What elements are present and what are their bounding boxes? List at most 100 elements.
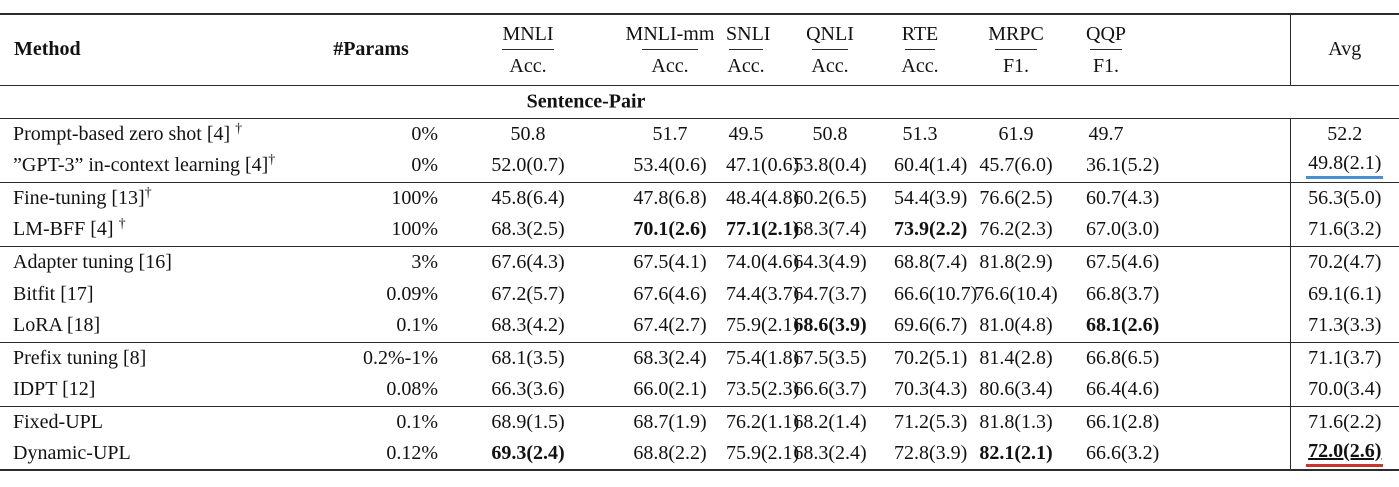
metric-divider [995, 48, 1037, 50]
params-cell: 0.2%-1% [300, 341, 442, 374]
value-cell: 60.7(4.3) [1086, 181, 1159, 214]
table-row: Fine-tuning [13]† 100% 45.8(6.4) 47.8(6.8) 4… [0, 181, 1399, 214]
value-cell: 73.5(2.3) [726, 378, 800, 401]
value-cell: 67.5(4.6) [1086, 245, 1159, 278]
metric-name: RTE [901, 22, 939, 45]
value-cell: 67.2(5.7) [491, 282, 565, 305]
highlighted-avg-value: 72.0(2.6) [1306, 441, 1384, 467]
row-spacer [1126, 405, 1290, 438]
value-cell: 67.5(3.5) [766, 341, 894, 374]
value-cell: 81.8(2.9) [946, 245, 1086, 278]
column-header-qnli: QNLI Acc. [766, 14, 894, 86]
section-header: Sentence-Pair [526, 90, 646, 112]
method-label: Adapter tuning [16] [13, 250, 172, 273]
value-cell: 60.2(6.5) [766, 181, 894, 214]
value-cell: 66.4(4.6) [1086, 378, 1160, 401]
params-cell: 0% [411, 154, 438, 177]
value-cell: 68.3(2.4) [793, 442, 867, 464]
value-cell: 49.5 [728, 122, 764, 145]
value-cell: 68.1(2.6) [1086, 314, 1160, 337]
params-cell: 0.1% [300, 405, 442, 438]
table-row: LoRA [18] 0.1% 68.3(4.2) 67.4(2.7) 75.9(2.1)… [0, 310, 1399, 342]
metric-divider [1090, 48, 1122, 50]
metric-type: Acc. [901, 54, 939, 77]
value-cell: 68.7(1.9) [614, 405, 726, 438]
value-cell: 76.2(2.3) [979, 218, 1053, 241]
metric-divider [905, 48, 935, 50]
column-header-mrpc: MRPC F1. [946, 14, 1086, 86]
value-cell: 66.8(3.7) [1086, 282, 1160, 305]
metric-type: F1. [1002, 54, 1030, 77]
params-cell: 3% [300, 245, 442, 278]
avg-value: 52.2 [1327, 122, 1363, 145]
value-cell: 48.4(4.8) [726, 181, 799, 214]
value-cell: 66.1(2.8) [1086, 405, 1159, 438]
value-cell: 70.2(5.1) [894, 341, 967, 374]
avg-value: 69.1(6.1) [1308, 282, 1382, 305]
method-cell: Bitfit [17] [0, 278, 300, 310]
value-cell: 68.3(2.5) [491, 218, 565, 241]
value-cell: 45.8(6.4) [442, 181, 614, 214]
column-header-method: Method [0, 14, 300, 86]
row-spacer [1126, 181, 1290, 214]
value-cell: 47.1(0.6) [726, 154, 800, 177]
method-label: LoRA [18] [13, 314, 101, 337]
value-cell: 77.1(2.1) [726, 218, 800, 241]
method-cell: LM-BFF [4] † [0, 214, 300, 246]
value-cell: 68.8(2.2) [633, 442, 707, 464]
value-cell: 76.6(10.4) [974, 282, 1058, 305]
params-cell: 0.09% [386, 282, 438, 305]
section-row: Sentence-Pair [0, 85, 1399, 119]
value-cell: 76.2(1.1) [726, 405, 799, 438]
value-cell: 66.3(3.6) [491, 378, 565, 401]
value-cell: 73.9(2.2) [894, 218, 968, 241]
method-label: Dynamic-UPL [13, 442, 131, 464]
value-cell: 68.9(1.5) [442, 405, 614, 438]
method-label: IDPT [12] [13, 378, 96, 401]
row-spacer [1126, 245, 1290, 278]
table-row: Dynamic-UPL 0.12% 69.3(2.4) 68.8(2.2) 75.9(2… [0, 438, 1399, 470]
table-row: IDPT [12] 0.08% 66.3(3.6) 66.0(2.1) 73.5(2.3… [0, 374, 1399, 406]
value-cell: 70.3(4.3) [894, 378, 968, 401]
value-cell: 50.8 [812, 122, 848, 145]
value-cell: 66.8(6.5) [1086, 341, 1159, 374]
value-cell: 81.8(1.3) [946, 405, 1086, 438]
method-label: Prefix tuning [8] [13, 346, 147, 369]
value-cell: 69.3(2.4) [491, 442, 565, 464]
value-cell: 75.9(2.1) [726, 442, 800, 464]
metric-type: F1. [1092, 54, 1120, 77]
value-cell: 66.6(10.7) [894, 282, 978, 305]
table-row: Adapter tuning [16] 3% 67.6(4.3) 67.5(4.1) 7… [0, 245, 1399, 278]
avg-cell: 49.8(2.1) [1289, 150, 1399, 182]
avg-value: 56.3(5.0) [1308, 186, 1382, 209]
value-cell: 49.7 [1088, 122, 1124, 145]
params-cell: 100% [391, 218, 438, 241]
method-cell: Prefix tuning [8] [0, 341, 300, 374]
value-cell: 60.4(1.4) [894, 154, 968, 177]
avg-cell: 52.2 [1289, 118, 1399, 150]
table-row: ”GPT-3” in-context learning [4]† 0% 52.0(0… [0, 150, 1399, 182]
column-header-params: #Params [300, 14, 442, 86]
metric-divider [502, 48, 554, 50]
value-cell: 80.6(3.4) [979, 378, 1053, 401]
method-label: Bitfit [17] [13, 282, 94, 305]
metric-name: QQP [1086, 22, 1127, 45]
section-cell: Sentence-Pair [0, 85, 1399, 119]
avg-value: 70.0(3.4) [1308, 378, 1382, 401]
value-cell: 52.0(0.7) [491, 154, 565, 177]
method-label: Fixed-UPL [13, 410, 103, 433]
value-cell: 53.4(0.6) [633, 154, 707, 177]
value-cell: 74.0(4.6) [726, 245, 799, 278]
value-cell: 61.9 [998, 122, 1034, 145]
avg-value: 71.1(3.7) [1308, 346, 1382, 369]
value-cell: 66.0(2.1) [633, 378, 707, 401]
avg-cell: 71.6(2.2) [1289, 405, 1399, 438]
value-cell: 67.5(4.1) [614, 245, 726, 278]
metric-type: Acc. [811, 54, 849, 77]
avg-cell: 70.2(4.7) [1289, 245, 1399, 278]
table-row: Prompt-based zero shot [4] † 0% 50.8 51.7 49… [0, 118, 1399, 150]
metric-name: MNLI [502, 22, 554, 45]
avg-cell: 71.3(3.3) [1289, 310, 1399, 342]
value-cell: 68.6(3.9) [793, 314, 867, 337]
params-cell: 100% [300, 181, 442, 214]
